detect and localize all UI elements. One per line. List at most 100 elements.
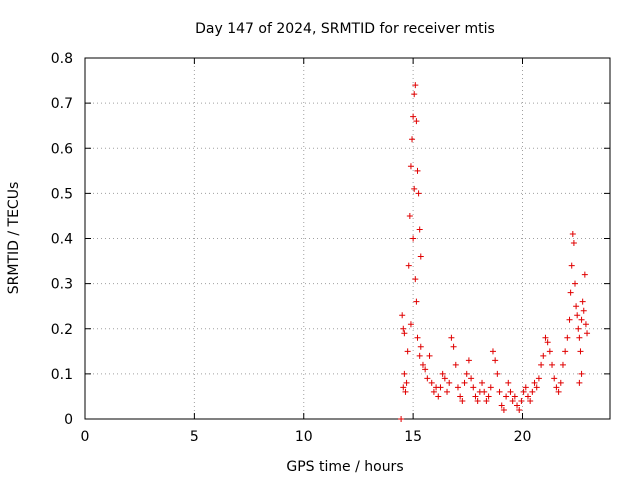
y-axis-label: SRMTID / TECUs xyxy=(6,182,22,295)
data-point xyxy=(413,298,420,305)
data-point xyxy=(533,384,540,391)
data-point xyxy=(405,262,412,269)
data-point xyxy=(540,352,547,359)
data-point xyxy=(465,357,472,364)
y-tick-label: 0.4 xyxy=(51,232,73,248)
data-point xyxy=(439,370,446,377)
x-tick-label: 0 xyxy=(81,429,90,445)
data-point xyxy=(481,388,488,395)
data-point xyxy=(505,379,512,386)
x-axis-label: GPS time / hours xyxy=(286,459,403,475)
data-point xyxy=(417,253,424,260)
data-point xyxy=(582,321,589,328)
data-point xyxy=(457,393,464,400)
data-point xyxy=(500,406,507,413)
data-point xyxy=(579,298,586,305)
data-point xyxy=(511,393,518,400)
data-point xyxy=(403,379,410,386)
data-point xyxy=(474,397,481,404)
data-point xyxy=(572,280,578,287)
data-point xyxy=(568,262,575,269)
data-point xyxy=(401,370,408,377)
y-tick-label: 0.5 xyxy=(51,186,73,202)
data-point xyxy=(492,357,499,364)
plot-frame xyxy=(84,57,611,420)
y-tick-label: 0.7 xyxy=(51,96,73,112)
data-point xyxy=(516,406,523,413)
data-point xyxy=(535,375,542,382)
data-point xyxy=(461,379,468,386)
data-point xyxy=(546,348,553,355)
data-point xyxy=(549,361,556,368)
data-point xyxy=(531,379,538,386)
data-point xyxy=(398,416,405,422)
data-point xyxy=(581,271,588,278)
data-point xyxy=(498,402,505,409)
data-point xyxy=(414,334,421,341)
data-point xyxy=(468,375,475,382)
data-point xyxy=(472,393,479,400)
data-point xyxy=(574,312,581,319)
data-point xyxy=(570,240,577,247)
data-point xyxy=(411,91,418,98)
grid-lines xyxy=(85,58,610,419)
data-point xyxy=(479,379,486,386)
data-point xyxy=(422,366,429,373)
data-point xyxy=(400,325,407,332)
data-point xyxy=(441,375,448,382)
data-point xyxy=(406,212,413,219)
y-tick-label: 0.8 xyxy=(51,51,73,67)
data-point xyxy=(437,384,444,391)
data-point xyxy=(413,118,420,125)
chart-title: Day 147 of 2024, SRMTID for receiver mti… xyxy=(195,21,495,37)
data-point xyxy=(520,388,527,395)
data-point xyxy=(410,235,417,242)
data-point xyxy=(448,334,455,341)
data-point xyxy=(402,388,409,395)
data-point xyxy=(567,289,574,296)
data-point xyxy=(459,397,466,404)
data-point xyxy=(494,370,501,377)
y-tick-label: 0.1 xyxy=(51,367,73,383)
data-point xyxy=(538,361,545,368)
data-point xyxy=(426,352,433,359)
data-point xyxy=(524,393,531,400)
data-point xyxy=(576,379,583,386)
data-point xyxy=(507,388,514,395)
data-point xyxy=(564,334,571,341)
data-point xyxy=(416,226,423,233)
data-point xyxy=(416,352,423,359)
data-point xyxy=(419,361,426,368)
data-point xyxy=(452,361,459,368)
data-point xyxy=(430,388,437,395)
data-point xyxy=(399,312,406,319)
data-point xyxy=(584,330,591,337)
data-point xyxy=(529,388,536,395)
data-point xyxy=(409,136,416,143)
data-point xyxy=(444,388,451,395)
data-point xyxy=(400,384,407,391)
data-point xyxy=(446,379,453,386)
data-point xyxy=(518,397,525,404)
data-point xyxy=(575,325,582,332)
data-point xyxy=(557,379,564,386)
data-point xyxy=(407,321,414,328)
x-tick-label: 15 xyxy=(404,429,422,445)
x-tick-labels: 0 5 10 15 20 xyxy=(81,429,532,445)
data-point xyxy=(580,307,587,314)
y-tick-label: 0.6 xyxy=(51,141,73,157)
data-point xyxy=(407,163,414,170)
data-point xyxy=(509,397,516,404)
data-point xyxy=(573,303,580,310)
y-tick-label: 0 xyxy=(64,412,73,428)
data-point xyxy=(414,167,421,174)
data-point xyxy=(424,375,431,382)
y-tick-label: 0.2 xyxy=(51,322,73,338)
data-point xyxy=(577,348,584,355)
data-point xyxy=(428,379,435,386)
axis-ticks xyxy=(84,57,610,420)
data-point xyxy=(463,370,470,377)
data-point xyxy=(542,334,549,341)
data-point xyxy=(417,343,424,350)
